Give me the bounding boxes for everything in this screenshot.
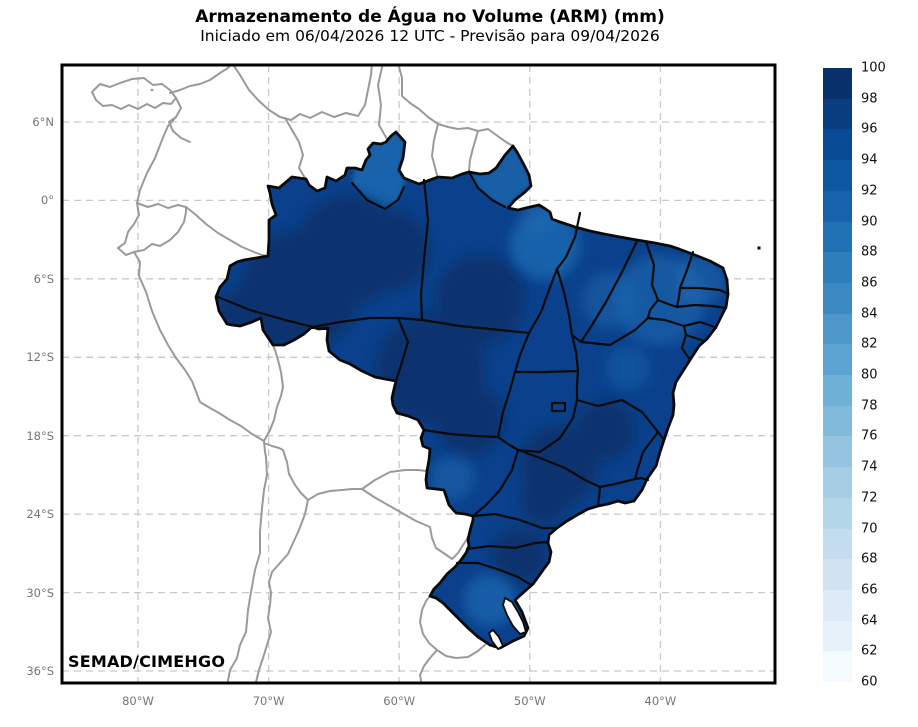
brazil-region: [214, 130, 761, 651]
chart-title: Armazenamento de Água no Volume (ARM) (m…: [195, 7, 665, 27]
arm-value-texture: [216, 132, 725, 626]
y-tick-label: 24°S: [26, 507, 54, 522]
colorbar-tick-label: 78: [861, 398, 878, 414]
colorbar-segment: [823, 221, 852, 253]
y-tick-label: 36°S: [26, 664, 54, 678]
colorbar-tick-label: 88: [861, 244, 878, 260]
colorbar-segment: [823, 68, 852, 100]
colorbar-tick-label: 90: [861, 214, 878, 229]
title-block: Armazenamento de Água no Volume (ARM) (m…: [0, 7, 860, 46]
colorbar-segment: [823, 282, 852, 315]
colorbar-segment: [823, 252, 852, 284]
colorbar-segment: [823, 559, 852, 591]
y-tick-label: 18°S: [26, 428, 54, 443]
credit-label: SEMAD/CIMEHGO: [68, 652, 226, 671]
y-tick-label: 6°N: [32, 115, 54, 129]
colorbar-tick-label: 94: [861, 152, 878, 168]
colorbar-tick-label: 72: [861, 490, 878, 506]
colorbar-segment: [823, 160, 852, 192]
colorbar-segment: [823, 344, 852, 376]
colorbar-tick-label: 80: [861, 367, 878, 383]
country-borders: [91, 65, 514, 683]
colorbar-tick-label: 68: [861, 551, 878, 567]
colorbar-segment: [823, 528, 852, 560]
colorbar: [823, 68, 852, 683]
colorbar-tick-label: 64: [861, 613, 878, 629]
brazil-border: [214, 130, 730, 650]
colorbar-segment: [823, 313, 852, 345]
x-tick-label: 60°W: [383, 694, 416, 708]
colorbar-tick-label: 70: [861, 521, 878, 536]
colorbar-segment: [823, 620, 852, 652]
colorbar-tick-label: 96: [861, 121, 878, 137]
colorbar-tick-label: 82: [861, 336, 878, 352]
y-tick-label: 30°S: [26, 585, 54, 600]
plot-border: [60, 63, 777, 685]
colorbar-tick-label: 86: [861, 275, 878, 291]
colorbar-segment: [823, 436, 852, 468]
y-tick-label: 6°S: [33, 271, 54, 286]
colorbar-segment: [823, 98, 852, 130]
island-dot: [757, 246, 761, 250]
colorbar-segment: [823, 651, 852, 683]
colorbar-tick-label: 92: [861, 183, 878, 199]
colorbar-tick-label: 100: [861, 60, 886, 76]
colorbar-tick-label: 74: [861, 459, 878, 475]
lagoons: [487, 596, 528, 651]
colorbar-tick-label: 66: [861, 582, 878, 598]
colorbar-tick-label: 76: [861, 428, 878, 444]
colorbar-segment: [823, 497, 852, 529]
colorbar-segment: [823, 589, 852, 622]
chart-subtitle: Iniciado em 06/04/2026 12 UTC - Previsão…: [200, 27, 660, 45]
colorbar-segment: [823, 375, 852, 407]
colorbar-segment: [823, 190, 852, 222]
colorbar-tick-label: 62: [861, 643, 878, 659]
colorbar-segment: [823, 405, 852, 437]
colorbar-segment: [823, 129, 852, 161]
x-tick-label: 80°W: [122, 694, 154, 708]
x-tick-label: 70°W: [252, 694, 285, 708]
x-tick-label: 40°W: [644, 694, 677, 708]
y-tick-label: 12°S: [26, 350, 54, 365]
colorbar-tick-label: 60: [861, 674, 878, 690]
state-boundaries: [216, 170, 730, 587]
colorbar-segment: [823, 467, 852, 499]
colorbar-tick-label: 98: [861, 91, 878, 107]
colorbar-tick-label: 84: [861, 306, 878, 322]
distrito-federal-outline: [550, 401, 567, 413]
y-tick-label: 0°: [40, 193, 54, 208]
x-tick-label: 50°W: [513, 694, 546, 708]
